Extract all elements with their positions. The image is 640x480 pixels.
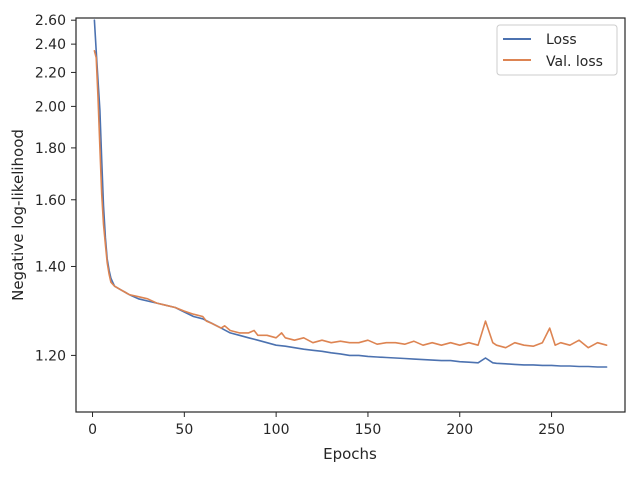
x-tick-label: 150 — [355, 422, 382, 438]
axes-frame — [75, 17, 626, 413]
x-axis-title: Epochs — [323, 445, 377, 463]
x-tick-label: 200 — [446, 422, 473, 438]
y-axis-title: Negative log-likelihood — [9, 129, 27, 301]
y-tick-label: 2.60 — [35, 13, 66, 29]
legend: Loss Val. loss — [496, 24, 618, 76]
series-line-val-loss — [93, 49, 608, 349]
y-tick-label: 2.20 — [35, 65, 66, 81]
y-tick-label: 2.00 — [35, 99, 66, 115]
y-tick-label: 2.40 — [35, 37, 66, 53]
y-tick-label: 1.40 — [35, 259, 66, 275]
y-tick-label: 1.20 — [35, 348, 66, 364]
x-tick-label: 50 — [175, 422, 193, 438]
x-axis-ticks: 0 50 100 150 200 250 — [88, 412, 565, 438]
legend-frame — [496, 24, 618, 76]
legend-label-loss: Loss — [546, 32, 577, 48]
y-tick-label: 1.80 — [35, 141, 66, 157]
plot-lines — [93, 19, 608, 368]
y-tick-label: 1.60 — [35, 193, 66, 209]
x-tick-label: 250 — [538, 422, 565, 438]
y-axis-ticks: 1.20 1.40 1.60 1.80 2.00 2.20 2.40 2.60 — [35, 13, 76, 364]
x-tick-label: 0 — [88, 422, 97, 438]
x-tick-label: 100 — [263, 422, 290, 438]
legend-label-val-loss: Val. loss — [546, 54, 603, 70]
